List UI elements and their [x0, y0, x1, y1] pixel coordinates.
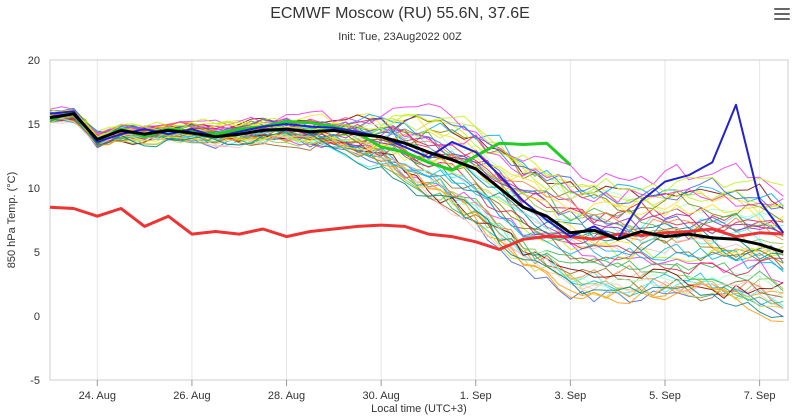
- y-tick-label: 10: [28, 183, 40, 195]
- menu-bar-2: [774, 13, 790, 15]
- ensemble-member-line: [49, 114, 784, 284]
- menu-bar-1: [774, 8, 790, 10]
- y-tick-label: 20: [28, 55, 40, 67]
- menu-bar-3: [774, 18, 790, 20]
- chart-subtitle: Init: Tue, 23Aug2022 00Z: [338, 31, 462, 43]
- x-tick-label: 3. Sep: [554, 390, 586, 402]
- ensemble-member-line: [49, 115, 784, 299]
- x-axis-title: Local time (UTC+3): [371, 403, 467, 415]
- ensemble-member-line: [49, 109, 784, 193]
- highlighted-series-line: [49, 205, 784, 251]
- x-tick-label: 28. Aug: [268, 390, 305, 402]
- highlighted-series: [49, 103, 785, 254]
- y-axis-title: 850 hPa Temp. (°C): [6, 172, 18, 269]
- x-tick-label: 1. Sep: [460, 390, 492, 402]
- x-axis-ticks: 24. Aug 26. Aug 28. Aug 30. Aug 1. Sep 3. Sep…: [79, 380, 776, 402]
- hamburger-menu-icon[interactable]: [772, 6, 792, 24]
- x-tick-label: 5. Sep: [649, 390, 681, 402]
- ensemble-member-line: [49, 114, 784, 319]
- plot-area-border: [49, 59, 789, 381]
- highlighted-series-line: [49, 112, 784, 254]
- ensemble-member-line: [49, 111, 784, 245]
- ensemble-members: [49, 103, 784, 322]
- ensemble-member-line: [49, 115, 784, 271]
- x-tick-label: 24. Aug: [79, 390, 116, 402]
- vertical-grid: [96, 60, 761, 380]
- y-tick-label: 5: [34, 247, 40, 259]
- y-tick-label: 0: [34, 311, 40, 323]
- ensemble-member-line: [49, 112, 784, 207]
- highlighted-series-line: [49, 103, 785, 241]
- ensemble-member-line: [49, 118, 784, 310]
- x-tick-label: 30. Aug: [362, 390, 399, 402]
- ensemble-member-line: [49, 118, 784, 299]
- chart-title: ECMWF Moscow (RU) 55.6N, 37.6E: [270, 5, 530, 22]
- x-tick-label: 7. Sep: [744, 390, 776, 402]
- y-tick-label: 15: [28, 119, 40, 131]
- x-tick-label: 26. Aug: [173, 390, 210, 402]
- y-axis-ticks: -5 0 5 10 15 20: [28, 55, 40, 387]
- y-tick-label: -5: [30, 375, 40, 387]
- ensemble-member-line: [49, 116, 784, 305]
- ensemble-member-line: [49, 114, 784, 209]
